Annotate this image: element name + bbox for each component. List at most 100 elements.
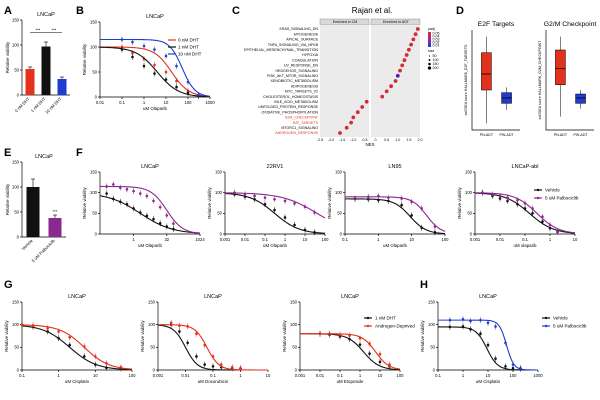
x-tick-label: 0.1	[522, 237, 528, 242]
panel-label-g: G	[4, 279, 13, 291]
y-tick-label: 50	[337, 211, 342, 216]
pathway-label: UNFOLDED_PROTEIN_RESPONSE	[258, 105, 318, 109]
pathway-label: MTORC1_SIGNALING	[281, 126, 318, 130]
legend-title: size	[428, 49, 434, 53]
y-tick-label: 0	[17, 92, 20, 97]
x-tick-label: PN-ADT	[480, 133, 494, 137]
x-tick-label: 10	[164, 100, 169, 105]
data-point	[387, 196, 390, 199]
y-tick-label: 50	[292, 345, 297, 350]
data-point	[504, 341, 507, 345]
y-tick-label: 50	[92, 69, 97, 74]
legend-label: 10 nM DHT	[178, 52, 202, 57]
x-tick-label: 2.0	[418, 138, 423, 142]
data-point	[68, 336, 72, 339]
pathway-label: OXIDATIVE_PHOSPHORYLATION	[261, 110, 318, 114]
y-tick-label: 100	[465, 190, 473, 195]
legend-label: 0.01	[433, 44, 440, 48]
data-point	[283, 199, 287, 203]
y-tick-label: 100	[90, 190, 98, 195]
x-tick-label: 1024	[195, 237, 205, 242]
data-point	[195, 355, 198, 358]
legend-marker	[544, 324, 548, 328]
data-point	[433, 231, 437, 234]
data-point	[358, 343, 362, 346]
x-tick-label: 1	[239, 373, 242, 378]
legend-marker	[366, 316, 370, 320]
pathway-label: ANDROGEN_RESPONSE	[275, 131, 318, 135]
axis-lines	[545, 30, 594, 131]
data-point	[197, 93, 200, 97]
x-axis-label: uM Olaparib	[383, 243, 407, 248]
data-point	[233, 191, 236, 194]
x-tick-label: 1	[359, 373, 362, 378]
legend-swatch	[428, 41, 431, 44]
y-axis-label: Relative viability	[5, 183, 10, 215]
axis-lines	[99, 172, 200, 235]
y-tick-label: 0	[95, 94, 98, 99]
data-point	[132, 207, 135, 210]
x-tick-label: 100	[442, 237, 450, 242]
data-point	[263, 196, 267, 199]
y-tick-label: 50	[467, 211, 472, 216]
legend-label: 200	[433, 66, 439, 70]
series-curve-0	[99, 46, 211, 97]
data-point	[153, 72, 156, 75]
data-point	[389, 84, 394, 89]
data-point	[494, 357, 497, 360]
data-point	[119, 186, 122, 190]
panel-label-b: B	[76, 5, 84, 17]
data-point	[360, 105, 365, 109]
data-point	[138, 211, 142, 214]
data-point	[506, 199, 509, 203]
data-point	[491, 193, 494, 196]
data-point	[46, 326, 49, 330]
data-point	[273, 197, 276, 201]
significance-label: ***	[53, 209, 58, 214]
x-tick-label: 0.01	[316, 373, 325, 378]
data-point	[448, 318, 452, 322]
data-point	[409, 42, 414, 47]
x-tick-label: 0.1	[210, 373, 216, 378]
x-tick-label: 10	[486, 373, 491, 378]
data-point	[400, 197, 403, 200]
data-point	[355, 110, 360, 115]
legend-swatch	[427, 66, 432, 70]
x-tick-label: 0 nM DHT	[14, 96, 31, 113]
panel-d2: G2/M Checkpoint ssGSEA score HALLMARK_G2M…	[538, 21, 596, 137]
facet-panel	[320, 25, 369, 137]
series-curve-0	[157, 324, 268, 371]
data-point	[186, 341, 189, 345]
x-tick-label: -1.0	[350, 138, 356, 142]
x-tick-label: 1	[462, 373, 465, 378]
x-tick-label: 1	[57, 373, 60, 378]
data-point	[253, 194, 256, 198]
panel-label-f: F	[76, 147, 83, 159]
data-point	[378, 352, 382, 356]
x-tick-label: 5 uM Palbociclib	[31, 238, 57, 264]
axis-lines	[437, 302, 538, 371]
y-tick-label: 100	[335, 190, 343, 195]
x-tick-label: 100	[129, 373, 137, 378]
data-point	[318, 332, 322, 336]
panel-g2: LNCaP 0 50 100 150 0.001 0.01 0.1 1 10 uM Doxorubi…	[140, 294, 271, 384]
x-tick-label: 10	[409, 237, 414, 242]
data-point	[120, 48, 124, 51]
panel-f3: LN95 0 50 100 150 0.1 1 10 100 uM Olaparib Relativ…	[327, 164, 449, 248]
pathway-label: G2M_CHECKPOINT	[285, 116, 319, 120]
data-point	[506, 196, 509, 199]
legend-label: 0.04	[433, 35, 440, 39]
y-axis-label: Relative viability	[207, 186, 212, 218]
data-point	[57, 330, 60, 333]
x-tick-label: 100	[185, 100, 193, 105]
x-axis-label: uM Olaparib	[138, 243, 162, 248]
data-point	[175, 64, 178, 68]
data-point	[377, 194, 380, 198]
x-tick-label: PW-ADT	[500, 133, 515, 137]
y-tick-label: 50	[430, 345, 435, 350]
data-point	[119, 200, 122, 204]
x-axis-label: uM Doxorubicin	[198, 379, 229, 384]
chart-title: LNCaP	[37, 12, 55, 18]
chart-title: LNCaP	[141, 164, 159, 170]
y-tick-label: 50	[92, 211, 97, 216]
